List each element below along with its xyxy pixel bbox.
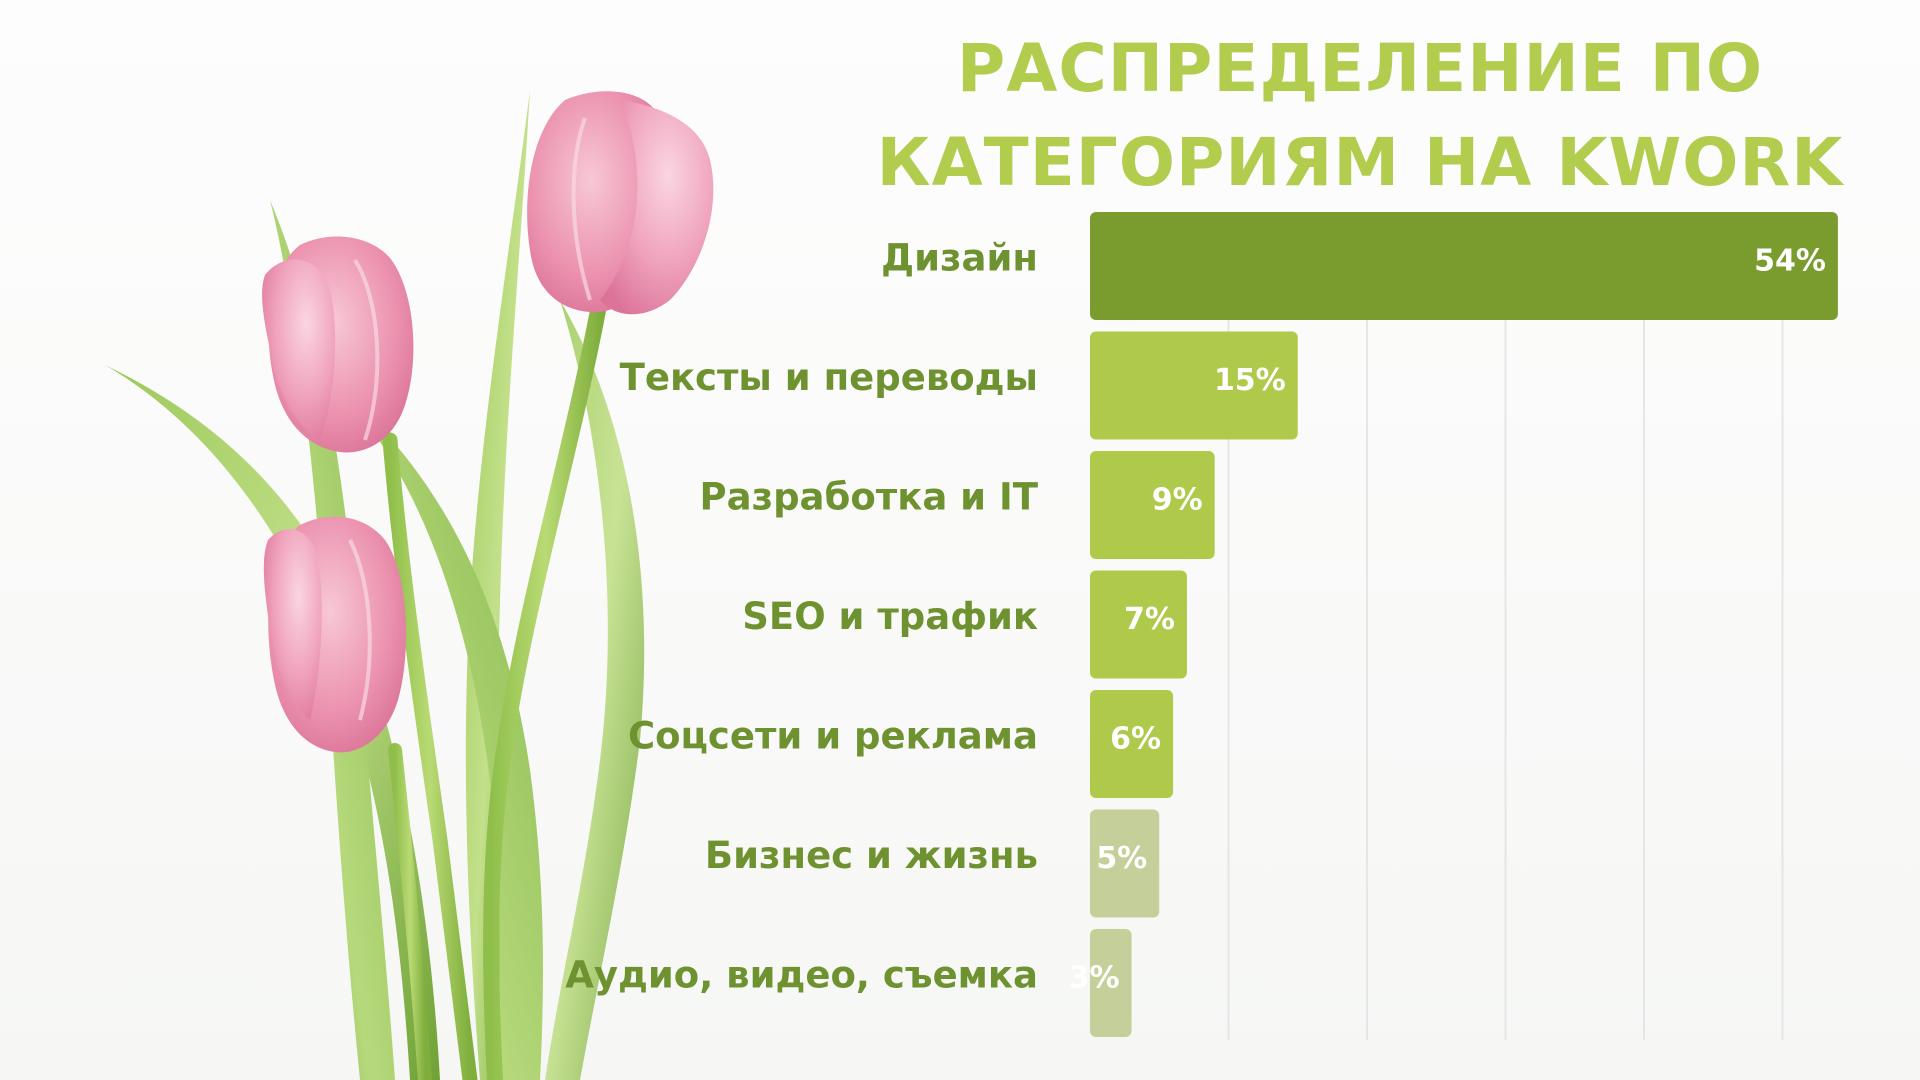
- chart-gridlines: [1227, 212, 1784, 1040]
- value-label-5: 6%: [1110, 722, 1161, 757]
- stems: [382, 292, 608, 1080]
- value-label-3: 9%: [1152, 483, 1203, 518]
- bar-1: [1090, 212, 1838, 320]
- chart-title-line-1: РАСПРЕДЕЛЕНИЕ ПО: [956, 30, 1764, 107]
- chart-title-line-2: КАТЕГОРИЯМ НА KWORK: [876, 124, 1844, 201]
- bar-2: [1090, 331, 1298, 440]
- tulip-top: [527, 91, 714, 315]
- value-label-1: 54%: [1754, 244, 1826, 279]
- category-label-6: Бизнес и жизнь: [705, 834, 1038, 877]
- bar-7: [1090, 929, 1132, 1037]
- chart-category-labels: Дизайн Тексты и переводы Разработка и IT SE…: [565, 237, 1039, 997]
- bar-3: [1090, 451, 1215, 559]
- bar-5: [1090, 690, 1174, 798]
- category-label-2: Тексты и переводы: [620, 356, 1038, 399]
- tulip-bottom: [263, 516, 407, 753]
- category-label-7: Аудио, видео, съемка: [565, 954, 1038, 997]
- chart-title: РАСПРЕДЕЛЕНИЕ ПО КАТЕГОРИЯМ НА KWORK: [820, 22, 1900, 210]
- bar-6: [1090, 809, 1160, 918]
- category-label-1: Дизайн: [881, 237, 1038, 280]
- value-label-4: 7%: [1124, 602, 1175, 637]
- chart-value-labels: 54% 15% 9% 7% 6% 5% 3%: [1069, 244, 1826, 996]
- value-label-6: 5%: [1096, 841, 1147, 876]
- tulip-bouquet-image: [105, 90, 714, 1080]
- value-label-2: 15%: [1214, 363, 1286, 398]
- value-label-7: 3%: [1069, 961, 1120, 996]
- category-label-3: Разработка и IT: [699, 476, 1038, 519]
- category-label-4: SEO и трафик: [742, 595, 1038, 638]
- category-label-5: Соцсети и реклама: [628, 715, 1038, 758]
- tulip-middle: [262, 236, 414, 453]
- bar-4: [1090, 570, 1187, 679]
- chart-bars: [1090, 212, 1838, 1037]
